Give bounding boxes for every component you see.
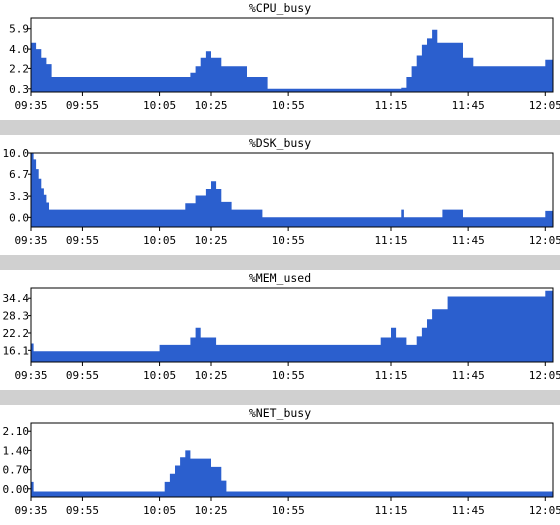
net-y-tick-label: 0.70	[3, 464, 30, 477]
cpu-y-tick-label: 0.3	[9, 83, 29, 96]
dsk-chart-title: %DSK_busy	[249, 136, 311, 150]
mem-x-tick-label: 10:25	[194, 369, 227, 382]
net-x-tick-label: 11:15	[374, 504, 407, 517]
cpu-x-tick-label: 09:35	[14, 99, 47, 112]
chart-panel-dsk: %DSK_busy 0.0 3.3 6.7 10.0 09:35 09:55 10:05 10:…	[0, 135, 560, 255]
dsk-x-tick-label: 11:15	[374, 234, 407, 247]
net-y-tick-label: 2.10	[3, 425, 30, 438]
dsk-series-area	[31, 153, 553, 227]
panel-separator	[0, 390, 560, 405]
mem-series-area	[31, 290, 553, 362]
mem-y-tick-label: 16.1	[3, 344, 30, 357]
cpu-x-tick-label: 09:55	[66, 99, 99, 112]
net-x-tick-label: 10:55	[272, 504, 305, 517]
net-y-tick-label: 0.00	[3, 483, 30, 496]
net-series-area	[31, 450, 553, 497]
chart-panel-cpu: %CPU_busy 0.3 2.2 4.0 5.9 09:35 09:55 10:05 10:2…	[0, 0, 560, 120]
cpu-x-tick-label: 11:45	[452, 99, 485, 112]
cpu-chart: %CPU_busy 0.3 2.2 4.0 5.9 09:35 09:55 10:05 10:2…	[9, 1, 560, 112]
chart-panel-mem: %MEM_used 16.1 22.2 28.3 34.4 09:35 09:55 10:05…	[0, 270, 560, 390]
cpu-y-tick-label: 2.2	[9, 62, 29, 75]
mem-chart: %MEM_used 16.1 22.2 28.3 34.4 09:35 09:55 10:05…	[3, 271, 560, 382]
mem-y-tick-label: 28.3	[3, 310, 30, 323]
net-x-tick-label: 12:05	[529, 504, 560, 517]
mem-x-tick-label: 09:55	[66, 369, 99, 382]
chart-panel-net: %NET_busy 0.00 0.70 1.40 2.10 09:35 09:55 10:05…	[0, 405, 560, 525]
mem-y-tick-label: 22.2	[3, 327, 30, 340]
cpu-series-area	[31, 29, 553, 92]
dsk-x-tick-label: 12:05	[529, 234, 560, 247]
cpu-chart-title: %CPU_busy	[249, 1, 311, 15]
mem-x-tick-label: 12:05	[529, 369, 560, 382]
panel-separator	[0, 120, 560, 135]
dsk-y-tick-label: 3.3	[9, 190, 29, 203]
net-chart-title: %NET_busy	[249, 406, 311, 420]
mem-x-tick-label: 09:35	[14, 369, 47, 382]
dsk-chart: %DSK_busy 0.0 3.3 6.7 10.0 09:35 09:55 10:05 10:…	[3, 136, 560, 247]
net-x-tick-label: 09:35	[14, 504, 47, 517]
cpu-x-tick-label: 10:05	[143, 99, 176, 112]
mem-x-tick-label: 10:55	[272, 369, 305, 382]
mem-y-tick-label: 34.4	[3, 292, 30, 305]
panel-separator	[0, 255, 560, 270]
dsk-x-tick-label: 09:55	[66, 234, 99, 247]
cpu-x-tick-label: 12:05	[529, 99, 560, 112]
mem-x-tick-label: 10:05	[143, 369, 176, 382]
mem-x-tick-label: 11:45	[452, 369, 485, 382]
net-x-tick-label: 10:25	[194, 504, 227, 517]
net-x-tick-label: 09:55	[66, 504, 99, 517]
dsk-y-tick-label: 6.7	[9, 168, 29, 181]
cpu-x-tick-label: 10:55	[272, 99, 305, 112]
dsk-x-tick-label: 10:05	[143, 234, 176, 247]
cpu-y-tick-label: 5.9	[9, 23, 29, 36]
net-chart: %NET_busy 0.00 0.70 1.40 2.10 09:35 09:55 10:05…	[3, 406, 560, 517]
dsk-x-tick-label: 09:35	[14, 234, 47, 247]
net-x-tick-label: 10:05	[143, 504, 176, 517]
net-plot-frame	[30, 422, 554, 498]
dsk-y-tick-label: 10.0	[3, 147, 30, 160]
cpu-plot-frame	[30, 17, 554, 93]
net-x-tick-label: 11:45	[452, 504, 485, 517]
cpu-x-tick-label: 10:25	[194, 99, 227, 112]
mem-chart-title: %MEM_used	[249, 271, 311, 285]
cpu-x-tick-label: 11:15	[374, 99, 407, 112]
dsk-y-tick-label: 0.0	[9, 211, 29, 224]
mem-x-tick-label: 11:15	[374, 369, 407, 382]
dsk-plot-frame	[30, 152, 554, 228]
mem-plot-frame	[30, 287, 554, 363]
dsk-x-tick-label: 10:55	[272, 234, 305, 247]
net-y-tick-label: 1.40	[3, 444, 30, 457]
dsk-x-tick-label: 10:25	[194, 234, 227, 247]
dsk-x-tick-label: 11:45	[452, 234, 485, 247]
cpu-y-tick-label: 4.0	[9, 43, 29, 56]
